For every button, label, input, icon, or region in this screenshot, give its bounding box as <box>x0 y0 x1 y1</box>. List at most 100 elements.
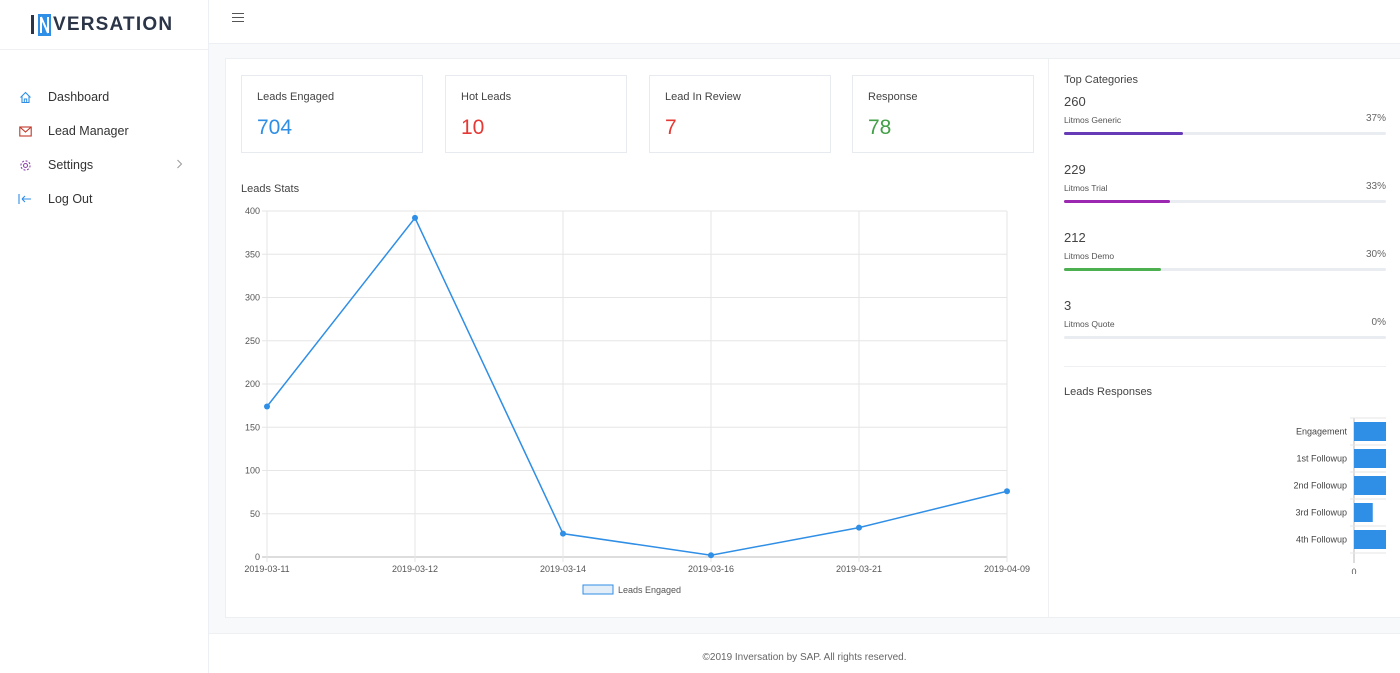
bar <box>1354 476 1386 495</box>
data-point <box>708 552 714 559</box>
sidebar: VERSATION Dashboard Lead Manager Setting… <box>0 0 209 673</box>
category-percent: 0% <box>1371 317 1386 328</box>
top-categories-title: Top Categories <box>1064 74 1138 86</box>
stat-label: Lead In Review <box>665 91 741 103</box>
category-percent: 30% <box>1365 249 1386 260</box>
data-point <box>264 403 270 410</box>
y-tick-label: 300 <box>245 293 260 303</box>
y-tick-label: 350 <box>245 249 260 259</box>
y-tick-label: 4th Followup <box>1296 535 1347 545</box>
data-point <box>412 214 418 221</box>
x-tick-label: 2019-04-09 <box>984 564 1030 574</box>
category-progress-fill <box>1064 200 1171 203</box>
category-count: 229 <box>1064 162 1086 177</box>
legend-swatch <box>582 584 614 595</box>
legend-label: Leads Engaged <box>618 585 681 595</box>
category-item: 260 Litmos Generic 37% <box>1064 94 1386 138</box>
sidebar-item-label: Log Out <box>48 192 93 206</box>
y-tick-label: 200 <box>245 379 260 389</box>
footer-copyright: ©2019 Inversation by SAP. All rights res… <box>702 652 907 663</box>
x-tick-label: 2019-03-21 <box>836 564 882 574</box>
stat-value: 7 <box>665 116 677 139</box>
category-name: Litmos Quote <box>1064 319 1115 329</box>
sidebar-item-label: Settings <box>48 158 94 172</box>
sidebar-item-dashboard[interactable]: Dashboard <box>0 80 208 114</box>
category-name: Litmos Generic <box>1064 115 1122 125</box>
sidebar-item-label: Dashboard <box>48 90 110 104</box>
menu-toggle-icon[interactable] <box>232 13 244 23</box>
stat-card-hot-leads: Hot Leads 10 <box>445 75 627 153</box>
data-point <box>1004 488 1010 495</box>
category-item: 212 Litmos Demo 30% <box>1064 230 1386 274</box>
category-progress-track <box>1064 336 1386 339</box>
category-progress-fill <box>1064 132 1184 135</box>
category-item: 3 Litmos Quote 0% <box>1064 298 1386 342</box>
category-item: 229 Litmos Trial 33% <box>1064 162 1386 206</box>
stat-label: Response <box>868 91 918 103</box>
series-line <box>266 216 1008 557</box>
data-point <box>856 524 862 531</box>
y-tick-label: 150 <box>245 422 260 432</box>
logout-icon <box>18 192 32 206</box>
bar <box>1354 449 1386 468</box>
leads-stats-line-chart: 0 50 100 150 200 250 300 350 400 2019-03-11 2019-0… <box>244 206 1030 595</box>
category-progress-track <box>1064 200 1386 203</box>
top-bar <box>209 0 1400 44</box>
y-tick-label: 0 <box>255 552 260 562</box>
footer: ©2019 Inversation by SAP. All rights res… <box>209 633 1400 673</box>
bar <box>1354 422 1386 441</box>
stat-label: Hot Leads <box>461 91 512 103</box>
stat-card-response: Response 78 <box>852 75 1034 153</box>
stat-label: Leads Engaged <box>257 91 335 103</box>
sidebar-item-label: Lead Manager <box>48 124 129 138</box>
gear-icon <box>18 158 32 172</box>
sidebar-item-settings[interactable]: Settings <box>0 148 208 182</box>
category-name: Litmos Trial <box>1064 183 1108 193</box>
y-tick-label: 2nd Followup <box>1293 481 1347 491</box>
category-count: 212 <box>1064 230 1086 245</box>
stat-card-lead-in-review: Lead In Review 7 <box>649 75 831 153</box>
category-name: Litmos Demo <box>1064 251 1115 261</box>
data-point <box>560 530 566 537</box>
category-progress-track <box>1064 268 1386 271</box>
stat-value: 704 <box>257 116 293 139</box>
brand-name: VERSATION <box>53 13 174 35</box>
sidebar-item-logout[interactable]: Log Out <box>0 182 208 216</box>
category-percent: 37% <box>1365 113 1386 124</box>
mail-icon <box>18 124 32 138</box>
x-tick-label: 2019-03-14 <box>540 564 586 574</box>
y-tick-label: 250 <box>245 336 260 346</box>
section-divider <box>1064 366 1386 367</box>
y-tick-label: 3rd Followup <box>1295 508 1347 518</box>
leads-responses-title: Leads Responses <box>1064 386 1153 398</box>
y-tick-label: 50 <box>250 509 260 519</box>
y-tick-label: 400 <box>245 206 260 216</box>
stat-value: 78 <box>868 116 892 139</box>
y-tick-label: 100 <box>245 466 260 476</box>
dashboard-card: Leads Engaged 704 Hot Leads 10 Lead In R… <box>225 58 1400 618</box>
sidebar-nav: Dashboard Lead Manager Settings Log Out <box>0 50 208 216</box>
category-percent: 33% <box>1365 181 1386 192</box>
logo-i-bar <box>31 15 34 34</box>
y-tick-label: Engagement <box>1296 427 1348 437</box>
home-icon <box>18 90 32 104</box>
category-count: 3 <box>1064 298 1072 313</box>
y-tick-label: 1st Followup <box>1296 454 1347 464</box>
stat-value: 10 <box>461 116 485 139</box>
leads-stats-title: Leads Stats <box>241 183 300 195</box>
logo-mark: VERSATION <box>31 13 174 36</box>
brand-logo[interactable]: VERSATION <box>0 0 208 50</box>
x-tick-label: 2019-03-16 <box>688 564 734 574</box>
x-tick-label: 0 <box>1351 567 1356 574</box>
chevron-right-icon <box>176 158 183 172</box>
bar <box>1354 503 1373 522</box>
category-count: 260 <box>1064 94 1086 109</box>
sidebar-item-lead-manager[interactable]: Lead Manager <box>0 114 208 148</box>
category-progress-track <box>1064 132 1386 135</box>
stat-card-leads-engaged: Leads Engaged 704 <box>241 75 423 153</box>
x-tick-label: 2019-03-11 <box>244 564 289 574</box>
category-progress-fill <box>1064 268 1161 271</box>
bar <box>1354 530 1386 549</box>
logo-n-icon <box>38 13 51 36</box>
